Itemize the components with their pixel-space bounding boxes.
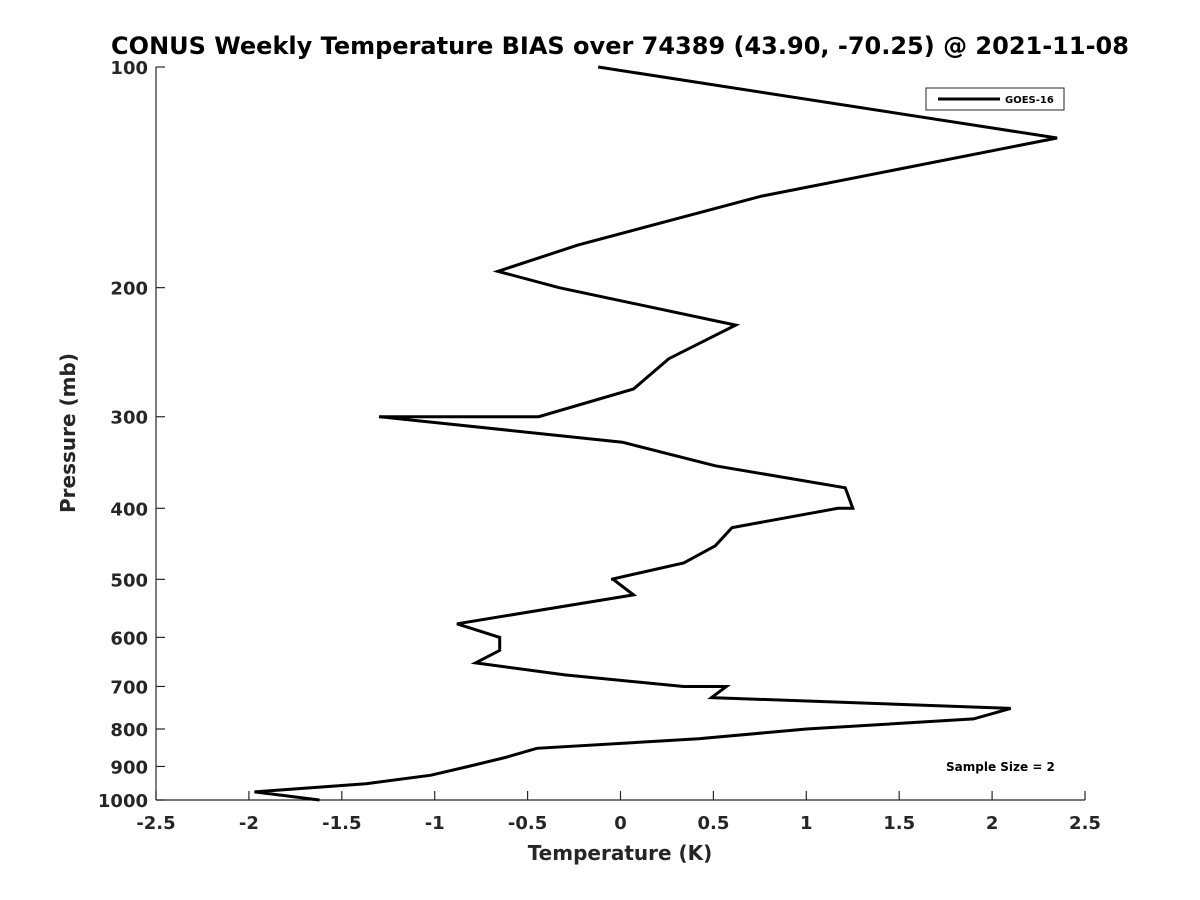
- y-tick-label: 900: [110, 757, 148, 778]
- y-tick-label: 700: [110, 677, 148, 698]
- x-ticks: -2.5 -2 -1.5 -1 -0.5 0 0.5 1 1.5 2 2.5: [136, 791, 1101, 834]
- legend-label-goes-16: GOES-16: [1005, 95, 1054, 106]
- x-tick-label: -0.5: [508, 813, 547, 834]
- x-tick-label: 2.5: [1069, 813, 1101, 834]
- chart-title: CONUS Weekly Temperature BIAS over 74389…: [111, 32, 1129, 60]
- x-tick-label: 2: [986, 813, 999, 834]
- legend: GOES-16: [925, 87, 1065, 111]
- y-tick-label: 400: [110, 499, 148, 520]
- y-tick-label: 600: [110, 628, 148, 649]
- x-tick-label: 0: [614, 813, 627, 834]
- x-tick-label: -2.5: [136, 813, 175, 834]
- y-tick-label: 200: [110, 279, 148, 300]
- y-ticks: 100 200 300 400 500 600 700 800 900 1000: [98, 58, 165, 812]
- sample-size-annotation: Sample Size = 2: [946, 760, 1055, 774]
- y-tick-label: 1000: [98, 791, 148, 812]
- x-tick-label: -1.5: [322, 813, 361, 834]
- y-tick-label: 500: [110, 570, 148, 591]
- x-tick-label: 0.5: [697, 813, 729, 834]
- y-axis-label: Pressure (mb): [56, 353, 80, 513]
- x-tick-label: -2: [239, 813, 259, 834]
- x-axis-label: Temperature (K): [528, 841, 713, 865]
- x-tick-label: 1.5: [883, 813, 915, 834]
- x-tick-label: 1: [800, 813, 813, 834]
- y-tick-label: 300: [110, 408, 148, 429]
- x-tick-label: -1: [425, 813, 445, 834]
- y-tick-label: 100: [110, 58, 148, 79]
- y-tick-label: 800: [110, 720, 148, 741]
- series-line-goes-16: [254, 65, 1058, 802]
